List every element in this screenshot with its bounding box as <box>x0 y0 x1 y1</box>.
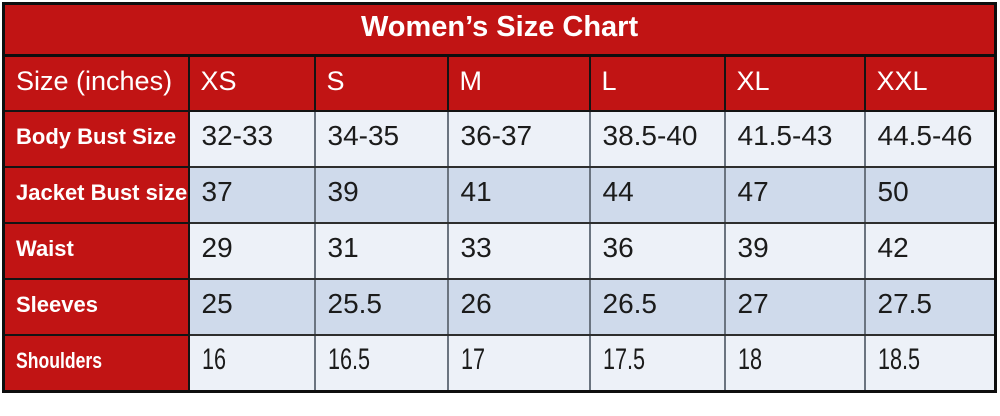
size-value: 42 <box>877 231 909 263</box>
size-value: 27.5 <box>877 287 933 319</box>
row-label: Body Bust Size <box>2 109 190 168</box>
size-value: 17.5 <box>602 342 645 376</box>
row-label-text: Shoulders <box>16 347 103 373</box>
size-value: 26 <box>460 287 492 319</box>
table-row-waist: Waist 29 31 33 36 39 42 <box>2 221 997 280</box>
size-value: 39 <box>327 175 359 207</box>
row-label-text: Jacket Bust size <box>16 179 188 205</box>
size-value: 36-37 <box>460 119 533 151</box>
size-value-cell: 16.5 <box>313 333 449 393</box>
size-value-cell: 36-37 <box>446 109 591 168</box>
row-label: Shoulders <box>2 333 190 393</box>
row-label-text: Body Bust Size <box>16 123 177 149</box>
row-label: Sleeves <box>2 277 190 336</box>
size-value-cell: 37 <box>187 165 316 224</box>
size-value-cell: 50 <box>863 165 997 224</box>
col-header-s: S <box>313 54 449 112</box>
row-label-text: Sleeves <box>16 291 98 317</box>
size-value-cell: 41.5-43 <box>723 109 866 168</box>
size-chart-table: Women’s Size Chart Size (inches) XS S M … <box>2 2 998 393</box>
col-header-l: L <box>588 54 726 112</box>
size-value: 29 <box>201 231 233 263</box>
size-value-cell: 29 <box>187 221 316 280</box>
size-value: 32-33 <box>201 119 274 151</box>
size-value: 26.5 <box>602 287 658 319</box>
size-value-cell: 32-33 <box>187 109 316 168</box>
col-header-xxl: XXL <box>863 54 997 112</box>
size-value: 39 <box>737 231 769 263</box>
title-row: Women’s Size Chart <box>3 3 996 57</box>
table-row-sleeves: Sleeves 25 25.5 26 26.5 27 27.5 <box>2 277 997 336</box>
size-value-cell: 25 <box>187 277 316 336</box>
table-row-jacket-bust-size: Jacket Bust size 37 39 41 44 47 50 <box>2 165 997 224</box>
row-label: Waist <box>2 221 190 280</box>
size-value-cell: 42 <box>863 221 997 280</box>
size-value: 18.5 <box>877 342 920 376</box>
size-value-cell: 17 <box>446 333 591 393</box>
size-value-cell: 38.5-40 <box>588 109 726 168</box>
size-value: 47 <box>737 175 769 207</box>
size-value-cell: 41 <box>446 165 591 224</box>
size-value: 41 <box>460 175 492 207</box>
col-header-size-inches: Size (inches) <box>2 54 190 112</box>
size-value: 17 <box>460 342 485 376</box>
size-value: 34-35 <box>327 119 400 151</box>
col-header-xl: XL <box>723 54 866 112</box>
size-value: 18 <box>737 342 762 376</box>
size-value: 37 <box>201 175 233 207</box>
size-value: 27 <box>737 287 769 319</box>
size-value-cell: 18 <box>723 333 866 393</box>
table-row-shoulders: Shoulders 16 16.5 17 17.5 18 18.5 <box>2 333 997 393</box>
size-value-cell: 33 <box>446 221 591 280</box>
size-value-cell: 39 <box>313 165 449 224</box>
size-value-cell: 27 <box>723 277 866 336</box>
size-value-cell: 36 <box>588 221 726 280</box>
size-value-cell: 27.5 <box>863 277 997 336</box>
size-value: 50 <box>877 175 909 207</box>
size-value: 38.5-40 <box>602 119 698 151</box>
table-row-body-bust-size: Body Bust Size 32-33 34-35 36-37 38.5-40… <box>2 109 997 168</box>
size-value: 41.5-43 <box>737 119 833 151</box>
size-value-cell: 26.5 <box>588 277 726 336</box>
size-value: 16.5 <box>327 342 370 376</box>
size-value-cell: 39 <box>723 221 866 280</box>
size-value: 36 <box>602 231 634 263</box>
size-value-cell: 17.5 <box>588 333 726 393</box>
header-row: Size (inches) XS S M L XL XXL <box>2 54 997 112</box>
size-value: 33 <box>460 231 492 263</box>
size-value: 25.5 <box>327 287 383 319</box>
col-header-m: M <box>446 54 591 112</box>
chart-title: Women’s Size Chart <box>3 3 996 57</box>
size-value-cell: 34-35 <box>313 109 449 168</box>
size-value-cell: 16 <box>187 333 316 393</box>
size-value: 31 <box>327 231 359 263</box>
size-value-cell: 25.5 <box>313 277 449 336</box>
size-value-cell: 44.5-46 <box>863 109 997 168</box>
row-label: Jacket Bust size <box>2 165 190 224</box>
size-value-cell: 18.5 <box>863 333 997 393</box>
col-header-xs: XS <box>187 54 316 112</box>
size-value-cell: 47 <box>723 165 866 224</box>
size-value: 25 <box>201 287 233 319</box>
size-value-cell: 31 <box>313 221 449 280</box>
size-value: 16 <box>201 342 226 376</box>
size-value-cell: 26 <box>446 277 591 336</box>
row-label-text: Waist <box>16 235 74 261</box>
size-value: 44.5-46 <box>877 119 973 151</box>
size-value: 44 <box>602 175 634 207</box>
size-value-cell: 44 <box>588 165 726 224</box>
